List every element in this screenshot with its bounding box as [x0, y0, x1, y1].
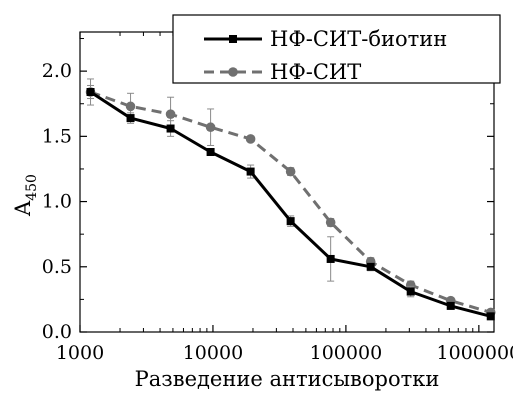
y-tick-label: 2.0: [42, 60, 72, 82]
legend-label-2: НФ-СИТ: [270, 60, 361, 84]
data-point: [366, 262, 375, 271]
data-point: [165, 109, 176, 119]
data-point: [486, 312, 495, 321]
legend-label-1: НФ-СИТ-биотин: [270, 27, 447, 51]
series-1: [86, 84, 495, 321]
y-axis-title: A450: [11, 174, 40, 217]
data-point: [285, 166, 296, 177]
x-tick-label: 1000: [56, 342, 104, 364]
data-point: [246, 167, 255, 176]
data-point: [405, 280, 416, 290]
data-point: [166, 124, 175, 133]
data-point: [206, 148, 215, 156]
y-axis: 0.0 0.5 1.0 1.5 2.0: [42, 38, 494, 343]
data-point: [245, 134, 256, 144]
legend-marker-1: [229, 35, 237, 43]
x-tick-label: 10000: [183, 342, 243, 364]
y-tick-label: 0.0: [42, 321, 72, 343]
x-tick-label: 1000000: [437, 342, 513, 364]
legend-marker-shape: [229, 35, 237, 43]
data-point: [325, 217, 336, 228]
series-layer: [85, 78, 496, 321]
y-tick-label: 1.0: [42, 191, 72, 213]
legend-marker-2: [228, 67, 238, 77]
data-point: [126, 114, 135, 123]
y-tick-label: 1.5: [42, 125, 72, 147]
data-point: [406, 287, 415, 296]
legend-marker-shape: [228, 67, 238, 77]
data-point: [125, 101, 136, 112]
data-point: [446, 301, 455, 310]
legend: НФ-СИТ-биотин НФ-СИТ: [172, 14, 501, 84]
data-point: [86, 88, 95, 96]
x-tick-label: 100000: [310, 342, 383, 364]
series-line: [89, 90, 492, 314]
data-point: [326, 254, 335, 263]
legend-box: [172, 14, 501, 84]
y-tick-label: 0.5: [42, 256, 72, 278]
data-point: [205, 122, 216, 133]
series-2: [85, 78, 496, 318]
x-axis-title: Разведение антисыворотки: [135, 367, 440, 391]
series-line: [89, 90, 492, 318]
data-point: [286, 217, 295, 226]
